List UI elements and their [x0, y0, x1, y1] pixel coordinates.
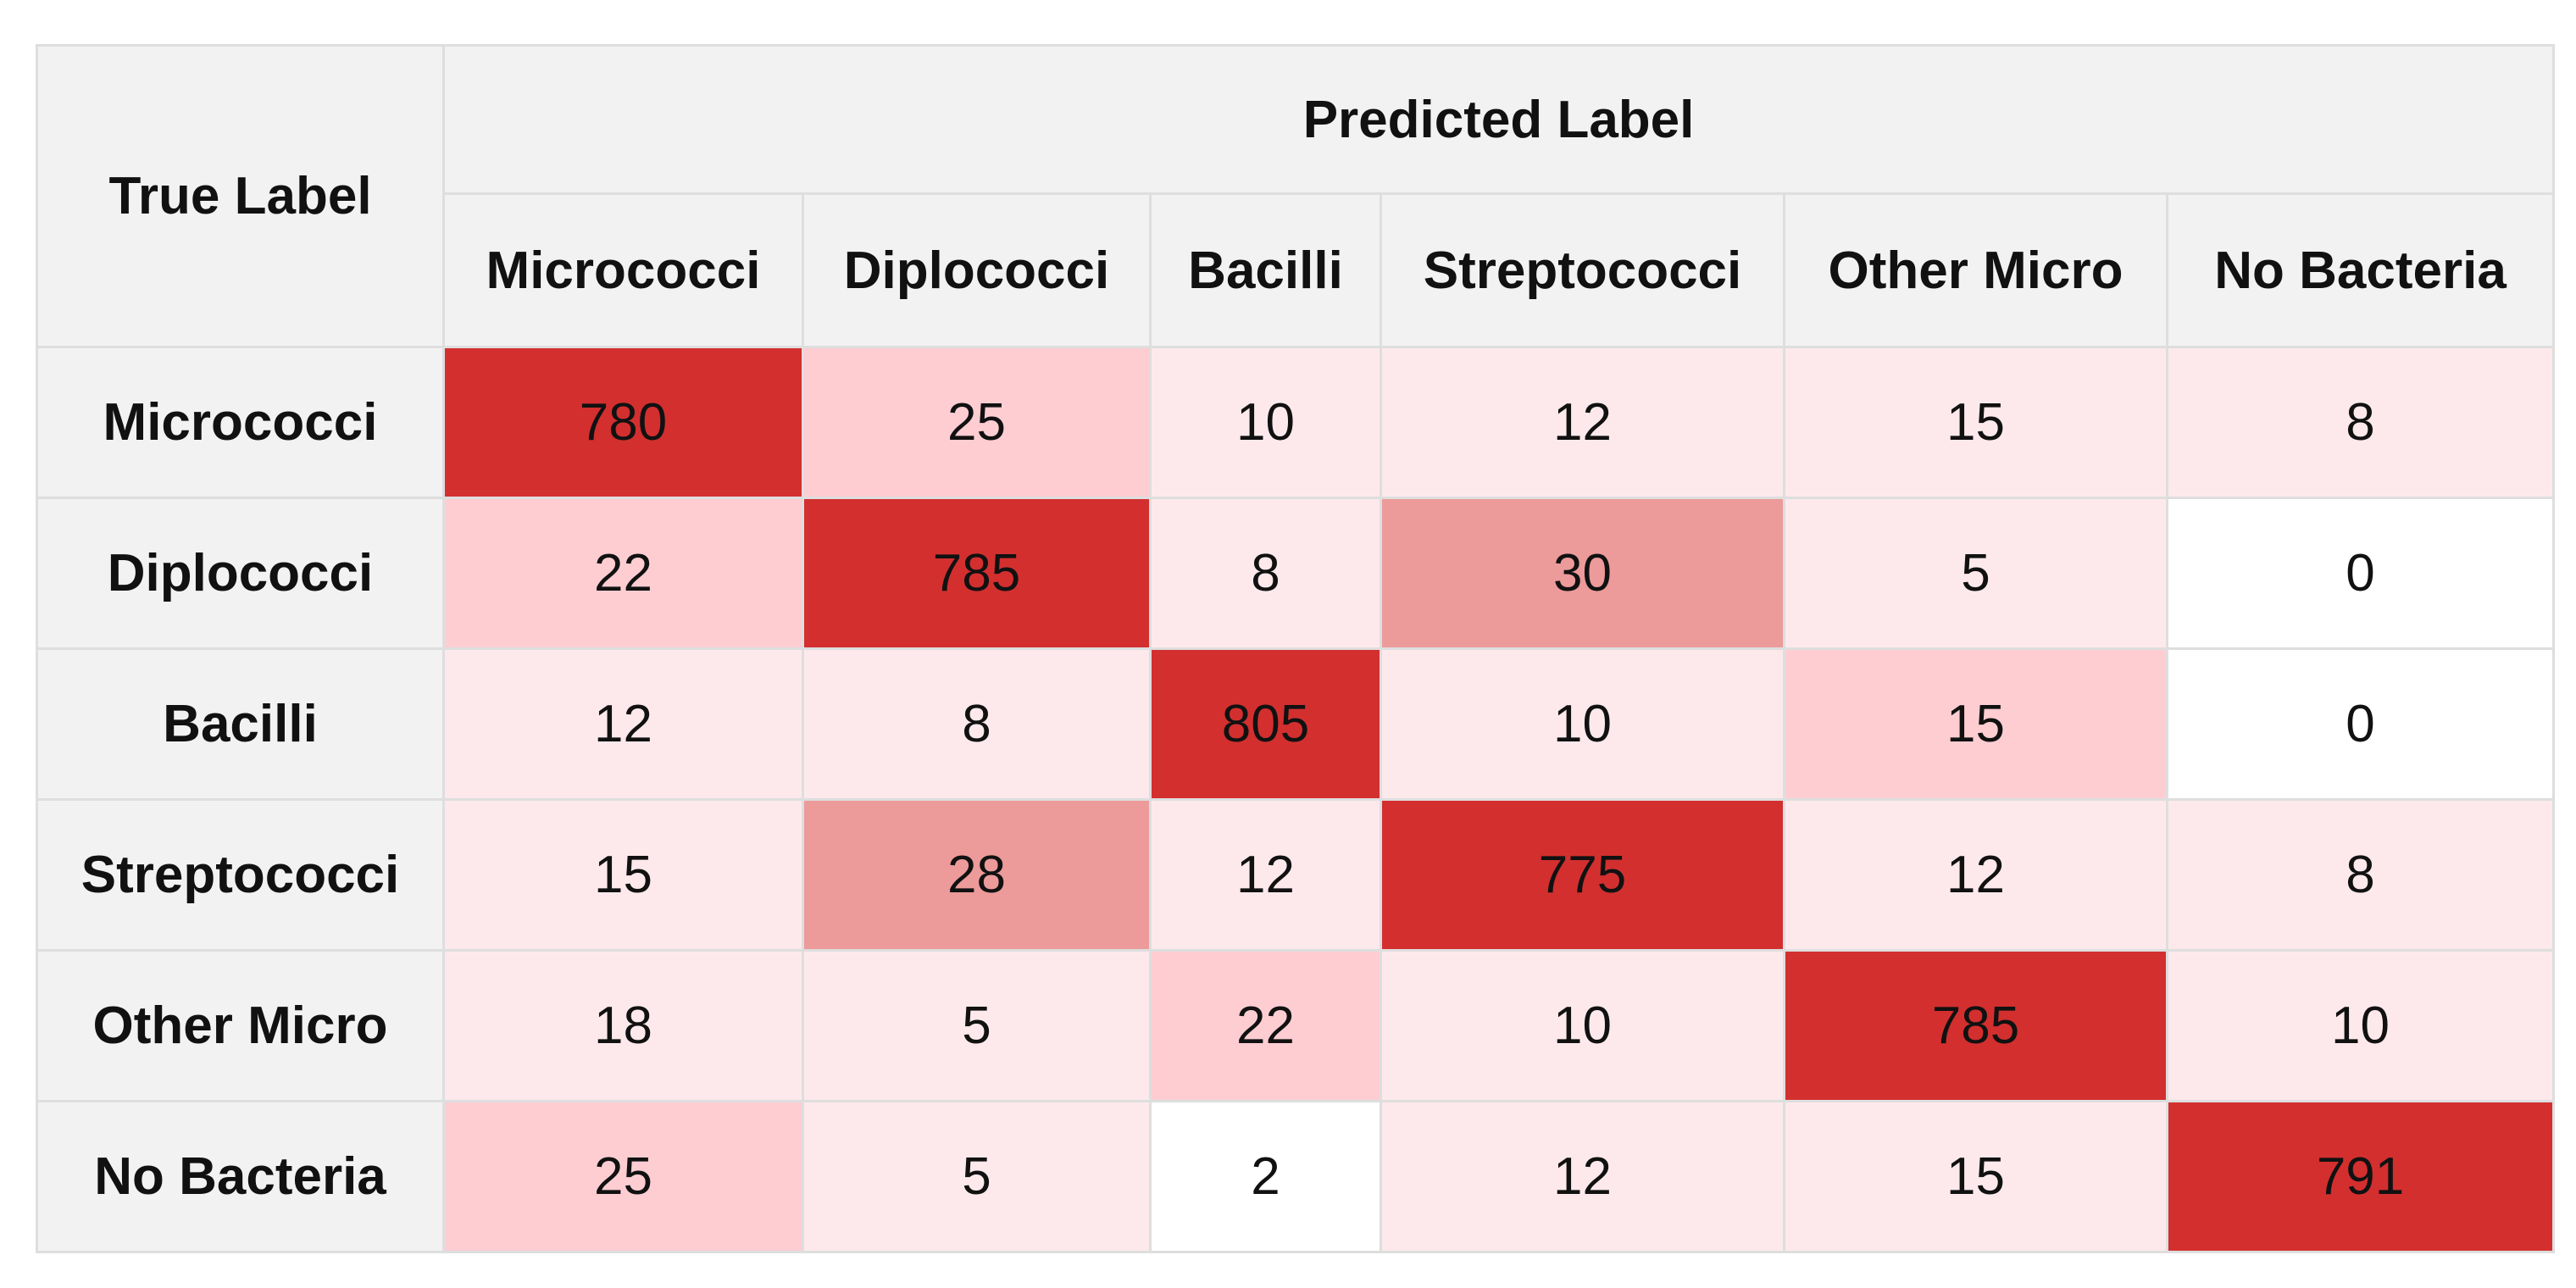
matrix-cell: 22	[442, 497, 804, 650]
matrix-cell: 12	[1149, 798, 1382, 952]
matrix-cell: 22	[1149, 949, 1382, 1102]
matrix-cell: 2	[1149, 1100, 1382, 1253]
matrix-cell: 15	[1783, 1100, 2168, 1253]
matrix-cell: 15	[1783, 647, 2168, 801]
matrix-row: Diplococci 22 785 8 30 5 0	[36, 497, 2556, 650]
matrix-row: Bacilli 12 8 805 10 15 0	[36, 647, 2556, 801]
matrix-cell: 5	[802, 949, 1152, 1102]
row-header: Streptococci	[36, 798, 445, 952]
column-header: Streptococci	[1380, 192, 1785, 348]
matrix-cell: 5	[1783, 497, 2168, 650]
matrix-row: Streptococci 15 28 12 775 12 8	[36, 798, 2556, 952]
matrix-cell: 8	[2165, 798, 2556, 952]
matrix-cell: 28	[802, 798, 1152, 952]
matrix-cell: 785	[802, 497, 1152, 650]
matrix-cell: 8	[802, 647, 1152, 801]
matrix-cell: 8	[2165, 346, 2556, 499]
row-header: Diplococci	[36, 497, 445, 650]
matrix-cell: 780	[442, 346, 804, 499]
matrix-cell: 10	[2165, 949, 2556, 1102]
matrix-cell: 30	[1380, 497, 1785, 650]
column-header: Bacilli	[1149, 192, 1382, 348]
row-header: No Bacteria	[36, 1100, 445, 1253]
row-header: Other Micro	[36, 949, 445, 1102]
matrix-cell: 12	[1380, 346, 1785, 499]
matrix-cell: 8	[1149, 497, 1382, 650]
column-header: Diplococci	[802, 192, 1152, 348]
matrix-row: Other Micro 18 5 22 10 785 10	[36, 949, 2556, 1102]
matrix-cell: 5	[802, 1100, 1152, 1253]
column-header: Micrococci	[442, 192, 804, 348]
matrix-cell: 12	[1380, 1100, 1785, 1253]
matrix-row: No Bacteria 25 5 2 12 15 791	[36, 1100, 2556, 1253]
true-label-header: True Label	[36, 44, 445, 348]
matrix-cell: 15	[1783, 346, 2168, 499]
matrix-cell: 0	[2165, 497, 2556, 650]
matrix-body: Micrococci 780 25 10 12 15 8 Diplococci 22 785 8 30…	[36, 346, 2556, 1253]
matrix-cell: 0	[2165, 647, 2556, 801]
matrix-cell: 18	[442, 949, 804, 1102]
matrix-cell: 805	[1149, 647, 1382, 801]
row-header: Micrococci	[36, 346, 445, 499]
column-header: No Bacteria	[2165, 192, 2556, 348]
predicted-label-header: Predicted Label	[441, 44, 2556, 195]
matrix-cell: 10	[1380, 949, 1785, 1102]
matrix-row: Micrococci 780 25 10 12 15 8	[36, 346, 2556, 499]
matrix-cell: 10	[1149, 346, 1382, 499]
matrix-cell: 12	[1783, 798, 2168, 952]
confusion-matrix: True Label Predicted Label Micrococci Di…	[36, 44, 2556, 1253]
matrix-cell: 25	[802, 346, 1152, 499]
matrix-cell: 15	[442, 798, 804, 952]
matrix-cell: 775	[1380, 798, 1785, 952]
matrix-cell: 791	[2165, 1100, 2556, 1253]
matrix-cell: 25	[442, 1100, 804, 1253]
column-header: Other Micro	[1783, 192, 2168, 348]
matrix-cell: 10	[1380, 647, 1785, 801]
matrix-cell: 12	[442, 647, 804, 801]
row-header: Bacilli	[36, 647, 445, 801]
matrix-cell: 785	[1783, 949, 2168, 1102]
